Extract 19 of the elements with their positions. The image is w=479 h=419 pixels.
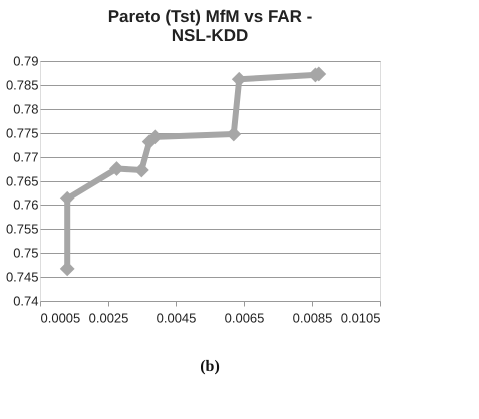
y-tick-label: 0.785	[6, 78, 38, 92]
y-tick-label: 0.79	[13, 54, 38, 68]
y-tick-label: 0.75	[13, 246, 38, 260]
y-tick-label: 0.76	[13, 198, 38, 212]
y-tick-label: 0.77	[13, 150, 38, 164]
x-tick-label: 0.0025	[88, 310, 128, 326]
x-tick-label: 0.0085	[292, 310, 332, 326]
y-tick-label: 0.78	[13, 102, 38, 116]
x-tick-label: 0.0065	[224, 310, 264, 326]
x-tick-label: 0.0105	[340, 310, 380, 326]
text: (b)	[200, 358, 220, 375]
x-tick-label: 0.0045	[156, 310, 196, 326]
chart-title: Pareto (Tst) MfM vs FAR - NSL-KDD	[108, 7, 312, 45]
y-tick-label: 0.755	[6, 222, 38, 236]
y-tick-label: 0.74	[13, 294, 38, 308]
y-tick-label: 0.745	[6, 270, 38, 284]
y-tick-label: 0.775	[6, 126, 38, 140]
x-tick-label: 0.0005	[40, 310, 80, 326]
y-tick-label: 0.765	[6, 174, 38, 188]
